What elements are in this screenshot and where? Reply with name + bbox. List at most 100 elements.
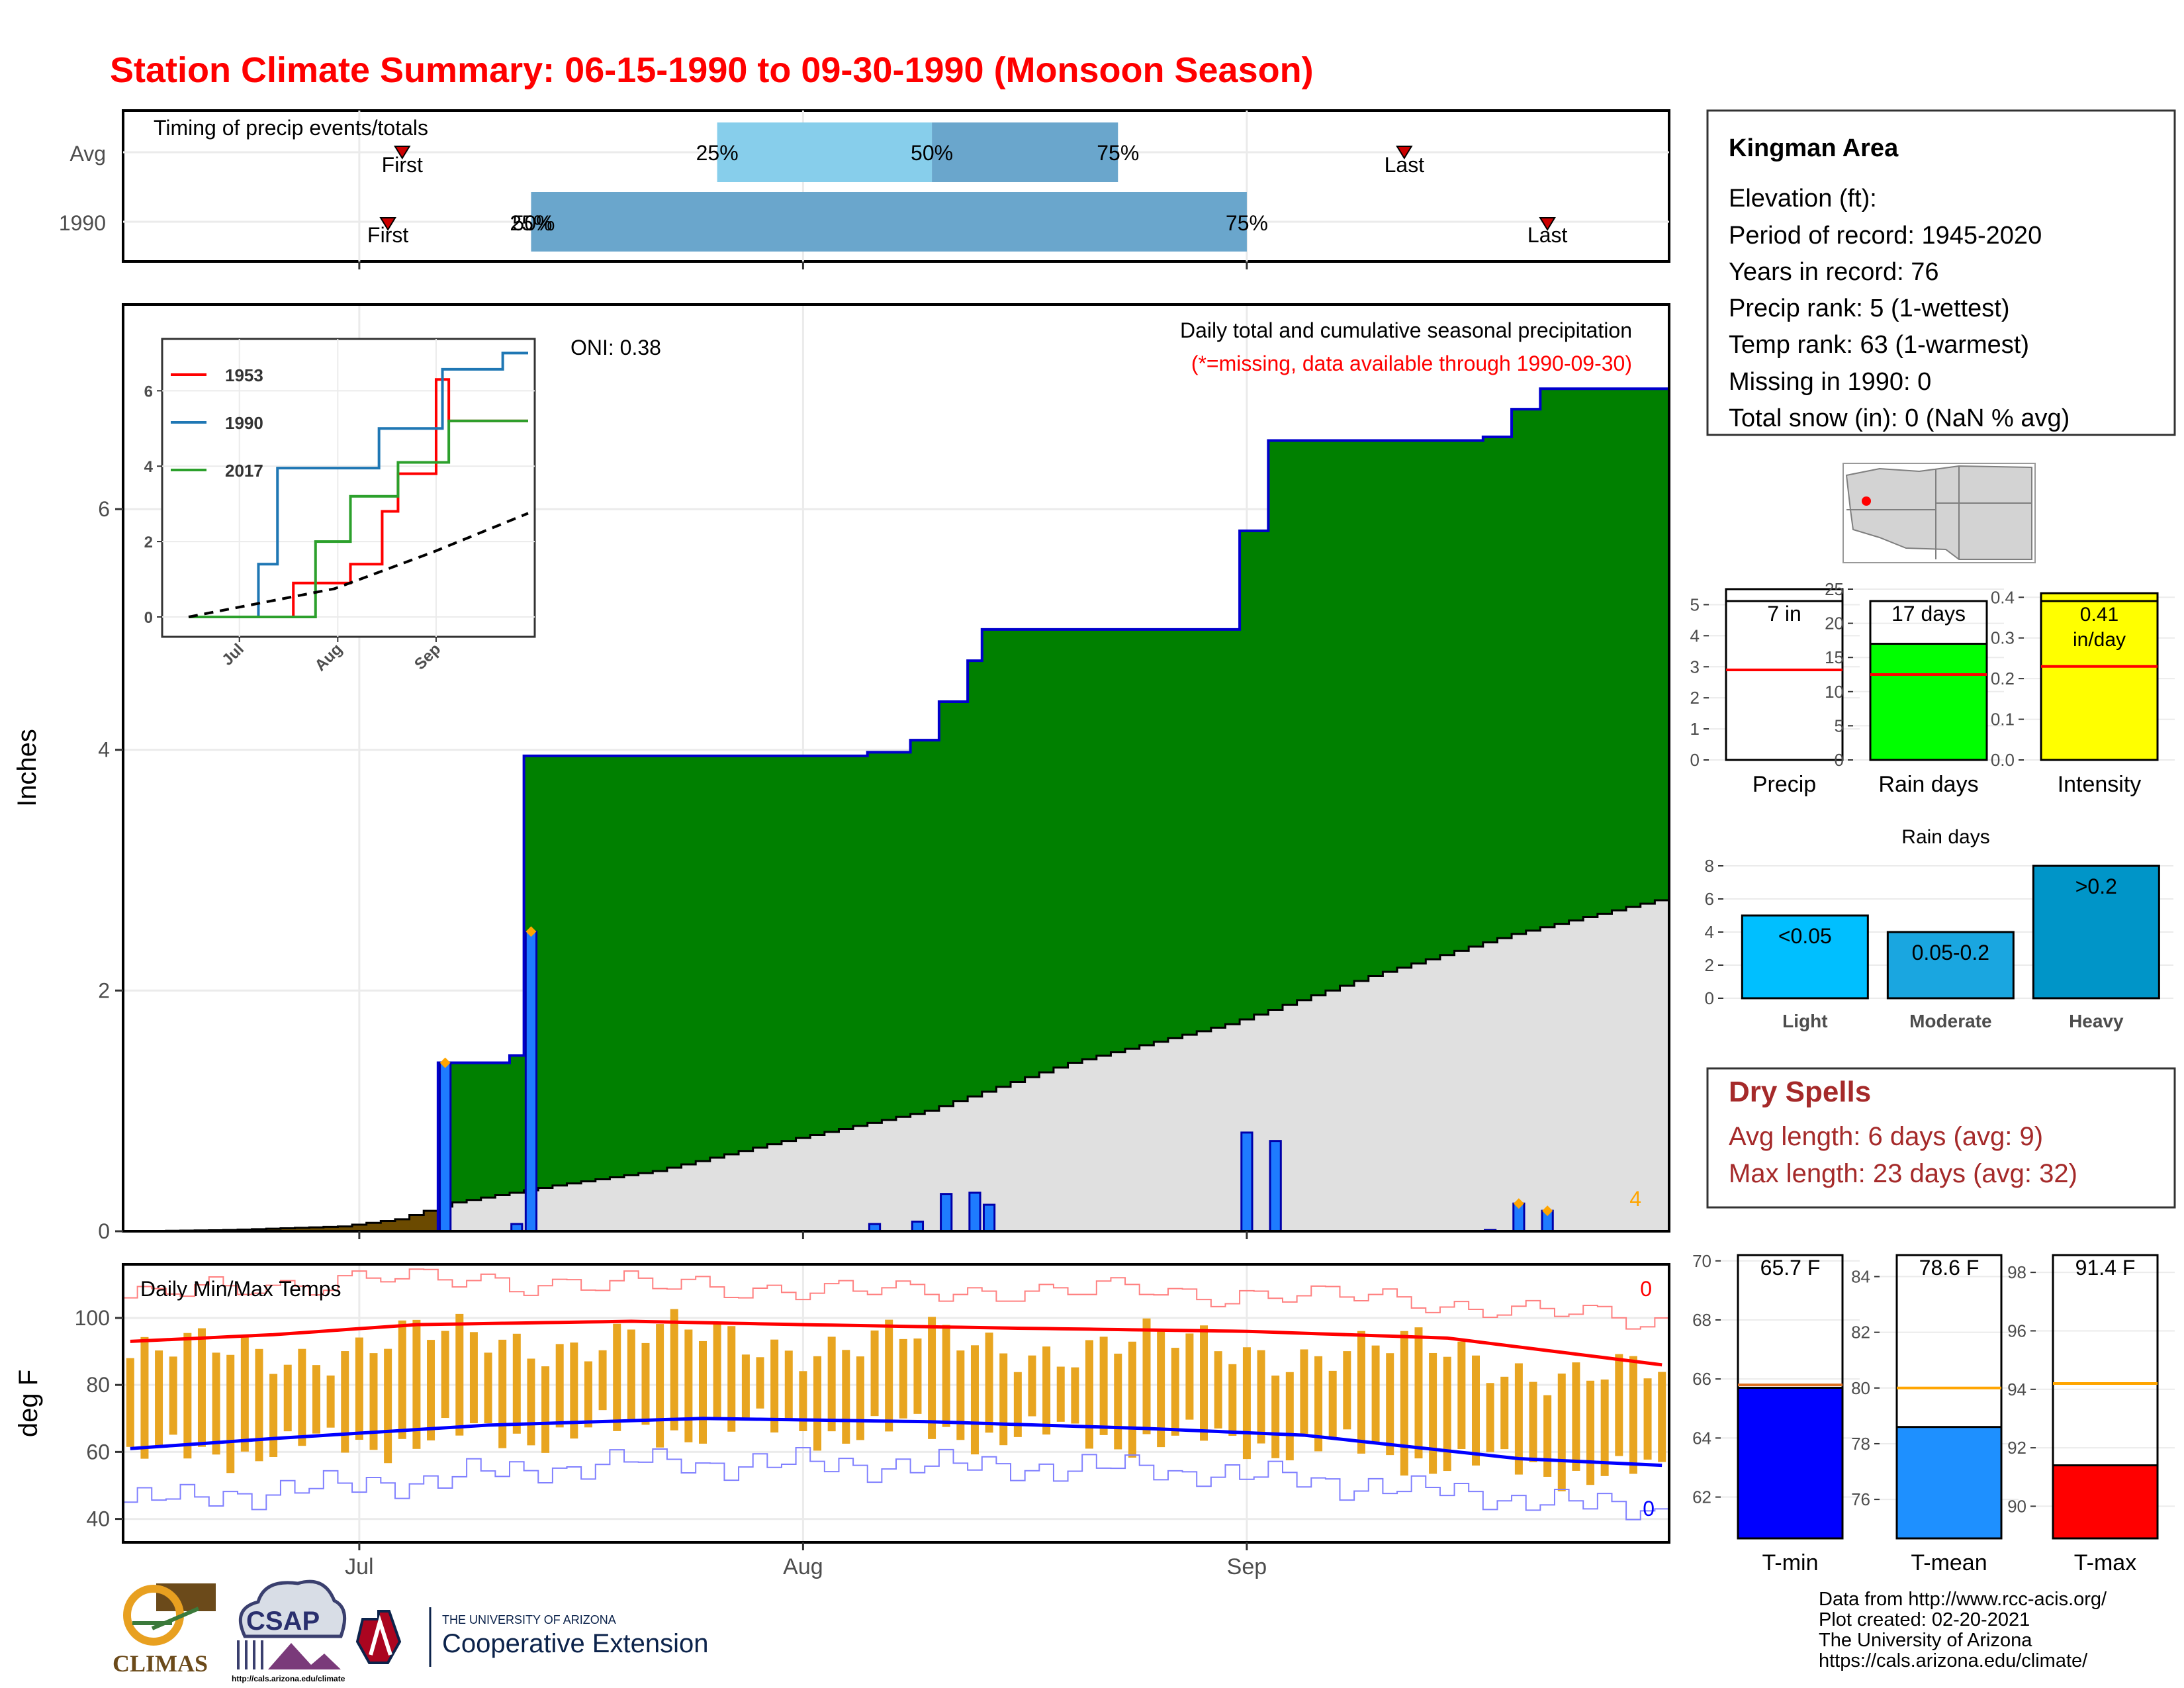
inset-ytick-2: 4 [144,458,154,476]
precip-ytick-3: 6 [98,497,110,521]
avg-p75-label: 75% [1097,141,1139,165]
cumulative-diff-day-105 [1626,389,1641,908]
temp-day-bar-3 [169,1356,177,1435]
daily-precip-marker-3 [1542,1205,1553,1217]
temp-day-bar-71 [1142,1318,1151,1434]
csap-logo-rain [237,1640,263,1669]
precip-total-outline [1725,600,1844,761]
inset-series-avg [188,512,529,618]
precip-total-ytick-3: 3 [1690,657,1700,677]
cumulative-diff-day-56 [925,740,940,1111]
temp-day-bar-56 [928,1317,936,1439]
cumulative-diff-day-25 [480,1062,496,1198]
1990-first-marker [379,217,396,231]
x-tick-2: Sep [1227,1554,1267,1579]
precip-panel: 0 2 4 6 Inches ONI: 0.38 Daily total and cu… [13,303,1670,1243]
cumulative-diff-day-48 [810,755,825,1135]
cumulative-diff-day-94 [1469,440,1484,947]
temp-day-bar-46 [784,1350,793,1421]
t-mean-ytick-0: 76 [1851,1489,1870,1509]
temp-day-bar-92 [1443,1356,1451,1472]
timing-title: Timing of precip events/totals [154,116,428,140]
map-borders [1846,466,2032,559]
temp-day-bar-79 [1257,1350,1265,1444]
cumulative-diff-day-70 [1125,629,1140,1049]
temp-background [123,1264,1669,1542]
temp-day-bar-97 [1514,1363,1523,1475]
t-max-value-bar [2052,1464,2159,1540]
t-mean-ytick-1: 78 [1851,1434,1870,1454]
inset-lines [188,352,529,618]
temp-frame [122,1263,1670,1544]
temp-day-bar-10 [269,1374,278,1457]
temp-day-bar-29 [541,1366,550,1453]
rain-days-ytick-5: 25 [1825,579,1844,599]
timing-row-1990: 1990 [59,211,106,235]
cumulative-diff-day-102 [1583,389,1598,917]
temp-gridlines [123,1264,1669,1542]
temp-day-bar-25 [484,1352,492,1423]
cumulative-diff-day-82 [1297,440,1312,1000]
t-mean-label-0: 78.6 F [1919,1256,1979,1280]
t-mean-panel: 76 78 80 82 84 78.6 F T-mean [1851,1254,2019,1575]
cumulative-diff-day-38 [666,755,682,1168]
cumulative-diff-day-99 [1540,389,1555,927]
intensity-label-1: in/day [2073,629,2126,651]
legend-2017: 2017 [225,461,263,481]
temp-day-bar-54 [899,1338,907,1419]
info-line-missing: Missing in 1990: 0 [1729,368,1931,396]
rain-days-ytick-0: 0 [1835,750,1844,770]
temp-day-bar-75 [1200,1325,1208,1441]
cumulative-diff-day-69 [1111,629,1126,1053]
cumulative-diff-day-35 [624,755,639,1176]
footer-credits: Data from http://www.rcc-acis.org/ Plot … [1819,1589,2107,1671]
inset-ytick-1: 2 [144,534,153,551]
cumulative-diff-day-91 [1426,440,1441,960]
temp-day-bar-37 [656,1324,664,1448]
cumulative-diff-day-85 [1340,440,1355,986]
timing-panel: Timing of precip events/totals Avg 1990 … [59,109,1670,263]
temp-day-bar-55 [913,1338,922,1414]
t-mean-value-bar [1895,1426,2003,1540]
avg-p25-label: 25% [696,141,739,165]
daily-precip-bar-4 [911,1220,925,1233]
cumulative-diff-day-31 [567,755,582,1184]
precip-ytick-0: 0 [98,1219,110,1243]
cumulative-diff-day-14 [323,1227,339,1231]
cumulative-diff-day-75 [1197,629,1212,1031]
ua-logo-bottom: Cooperative Extension [442,1629,708,1658]
temp-day-bar-88 [1386,1353,1394,1456]
temp-day-bar-20 [412,1319,421,1449]
cumulative-diff-day-21 [424,1211,439,1231]
rain-days-ytick-2: 10 [1825,682,1844,702]
temp-day-bar-43 [741,1354,750,1420]
temp-ytick-1: 60 [86,1440,110,1464]
cumulative-diff-day-65 [1053,629,1069,1068]
cumulative-diff-day-30 [552,755,568,1186]
cumulative-diff-day-66 [1068,629,1083,1063]
temp-day-bar-26 [498,1339,507,1448]
credit-line-1: Data from http://www.rcc-acis.org/ [1819,1589,2107,1610]
dry-spells-max: Max length: 23 days (avg: 32) [1729,1159,2077,1188]
1990-first-label: First [367,223,408,247]
inset-ytick-0: 0 [144,609,153,627]
t-min-ytick-1: 64 [1692,1428,1711,1448]
cumulative-diff-day-32 [581,755,596,1182]
x-tick-1: Aug [783,1554,823,1579]
daily-precip-bar-2 [524,930,538,1233]
csap-logo-text: CSAP [246,1607,320,1636]
temp-day-bar-22 [441,1331,449,1419]
cumulative-diff-day-37 [653,755,668,1172]
dry-spells-frame [1706,1067,2176,1209]
precip-count-label: 4 [1629,1187,1641,1211]
temp-day-bar-44 [756,1357,764,1409]
t-max-ytick-1: 92 [2007,1438,2026,1458]
events-ytick-2: 4 [1705,922,1714,942]
daily-precip-marker-0 [439,1057,451,1068]
cumulative-diff-day-16 [352,1225,367,1231]
cumulative-diff-day-104 [1612,389,1627,911]
t-max-ytick-0: 90 [2007,1496,2026,1516]
temp-day-bar-91 [1429,1352,1437,1474]
